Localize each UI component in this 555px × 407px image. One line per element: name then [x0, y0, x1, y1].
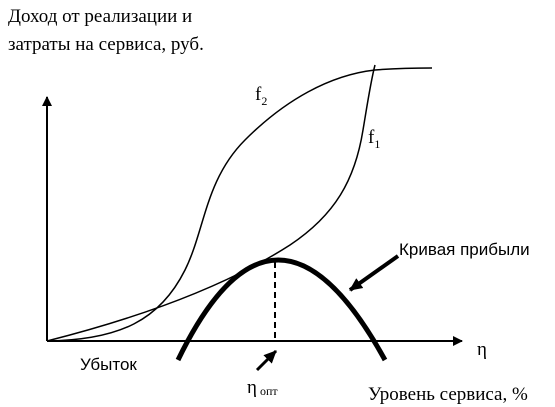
- loss-label: Убыток: [80, 355, 137, 374]
- curve-label-sub: 1: [374, 137, 380, 151]
- curve-label: f1: [368, 127, 380, 151]
- curve-f1: [46, 64, 376, 342]
- optimum-base: η: [247, 377, 257, 398]
- profit-curve: [175, 257, 388, 362]
- optimum-sub: опт: [260, 384, 278, 398]
- y-axis-label: затраты на сервиса, руб.: [8, 34, 204, 55]
- curve-label-base: f: [255, 84, 262, 105]
- curve-f2: [46, 67, 433, 342]
- optimum-label: η опт: [247, 377, 278, 398]
- y-axis-label: Доход от реализации и: [8, 6, 192, 27]
- x-axis-symbol: η: [477, 339, 487, 360]
- curve-label-base: f: [368, 127, 375, 148]
- optimum-pointer: [255, 349, 278, 372]
- profit-pointer: [348, 254, 400, 292]
- x-axis-label: Уровень сервиса, %: [368, 384, 528, 405]
- profit-label: Кривая прибыли: [399, 240, 530, 259]
- curve-label-sub: 2: [261, 94, 267, 108]
- curve-label: f2: [255, 84, 267, 108]
